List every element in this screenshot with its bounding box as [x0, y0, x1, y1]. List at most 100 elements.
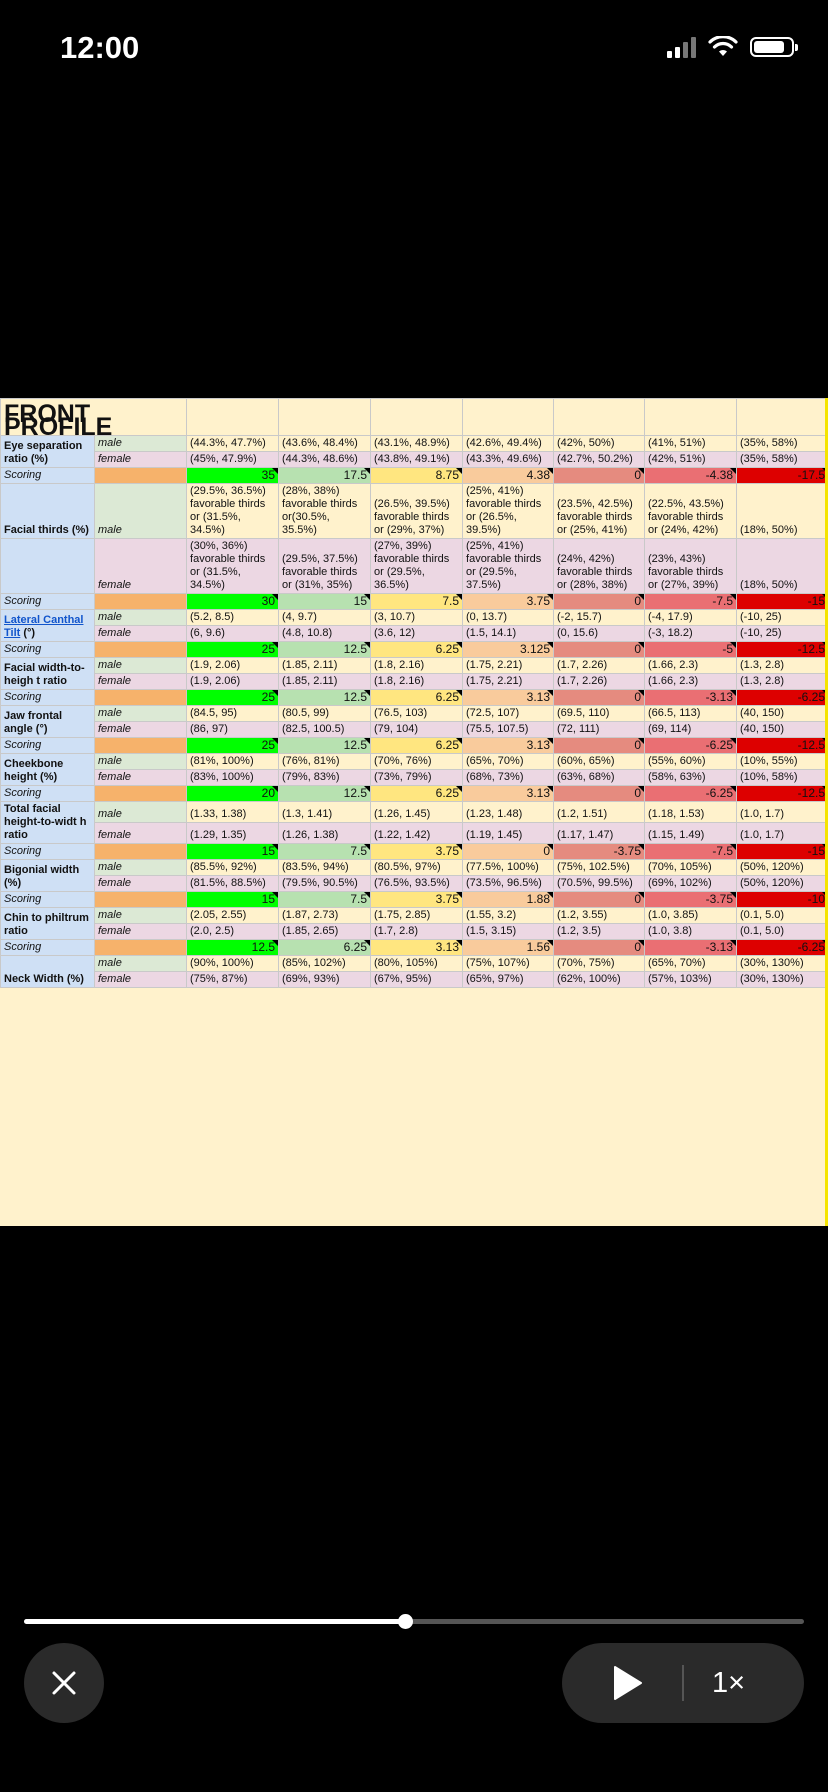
score-cell[interactable]: -5	[644, 641, 738, 658]
score-cell[interactable]: 3.75	[370, 843, 464, 860]
score-cell[interactable]: -3.13	[644, 939, 738, 956]
sex-cell[interactable]: male	[93, 609, 188, 626]
score-cell[interactable]: 7.5	[278, 891, 372, 908]
range-cell[interactable]: (84.5, 95)	[186, 705, 280, 722]
range-cell[interactable]: (2.0, 2.5)	[186, 923, 280, 940]
range-cell[interactable]: (35%, 58%)	[736, 435, 828, 452]
score-cell[interactable]: -6.25	[644, 737, 738, 754]
range-cell[interactable]: (35%, 58%)	[736, 451, 828, 468]
range-cell[interactable]: (1.26, 1.38)	[278, 822, 372, 844]
range-cell[interactable]: (-10, 25)	[736, 625, 828, 642]
range-cell[interactable]: (1.18, 1.53)	[644, 801, 738, 823]
score-cell[interactable]: 30	[186, 593, 280, 610]
score-cell[interactable]: 0	[553, 641, 646, 658]
range-cell[interactable]: (77.5%, 100%)	[462, 859, 555, 876]
range-cell[interactable]: (1.0, 3.85)	[644, 907, 738, 924]
range-cell[interactable]: (68%, 73%)	[462, 769, 555, 786]
scoring-spacer-cell[interactable]	[93, 467, 188, 484]
range-cell[interactable]: (1.9, 2.06)	[186, 673, 280, 690]
range-cell[interactable]: (1.3, 2.8)	[736, 673, 828, 690]
sex-cell[interactable]: male	[93, 801, 188, 823]
scoring-label[interactable]: Scoring	[0, 467, 95, 484]
range-cell[interactable]: (81%, 100%)	[186, 753, 280, 770]
score-cell[interactable]: 25	[186, 641, 280, 658]
range-cell[interactable]: (25%, 41%) favorable thirds or (29.5%, 3…	[462, 538, 555, 594]
range-cell[interactable]: (62%, 100%)	[553, 971, 646, 988]
range-cell[interactable]: (83.5%, 94%)	[278, 859, 372, 876]
range-cell[interactable]: (1.75, 2.21)	[462, 657, 555, 674]
score-cell[interactable]: 6.25	[370, 689, 464, 706]
range-cell[interactable]: (1.66, 2.3)	[644, 673, 738, 690]
scoring-spacer-cell[interactable]	[93, 939, 188, 956]
scoring-spacer-cell[interactable]	[93, 689, 188, 706]
score-cell[interactable]: 3.13	[462, 689, 555, 706]
range-cell[interactable]: (-3, 18.2)	[644, 625, 738, 642]
range-cell[interactable]: (1.85, 2.11)	[278, 657, 372, 674]
score-cell[interactable]: 0	[553, 891, 646, 908]
range-cell[interactable]: (43.8%, 49.1%)	[370, 451, 464, 468]
range-cell[interactable]: (70%, 105%)	[644, 859, 738, 876]
scoring-label[interactable]: Scoring	[0, 593, 95, 610]
score-cell[interactable]: 0	[553, 593, 646, 610]
scoring-spacer-cell[interactable]	[93, 737, 188, 754]
range-cell[interactable]: (44.3%, 47.7%)	[186, 435, 280, 452]
range-cell[interactable]: (23%, 43%) favorable thirds or (27%, 39%…	[644, 538, 738, 594]
score-cell[interactable]: 3.13	[370, 939, 464, 956]
range-cell[interactable]: (76.5%, 93.5%)	[370, 875, 464, 892]
score-cell[interactable]: 6.25	[370, 737, 464, 754]
score-cell[interactable]: 3.75	[462, 593, 555, 610]
range-cell[interactable]: (42.7%, 50.2%)	[553, 451, 646, 468]
score-cell[interactable]: -6.25	[736, 939, 828, 956]
range-cell[interactable]: (76%, 81%)	[278, 753, 372, 770]
range-cell[interactable]: (1.33, 1.38)	[186, 801, 280, 823]
range-cell[interactable]: (30%, 130%)	[736, 971, 828, 988]
range-cell[interactable]: (70%, 75%)	[553, 955, 646, 972]
range-cell[interactable]: (85%, 102%)	[278, 955, 372, 972]
range-cell[interactable]: (76.5, 103)	[370, 705, 464, 722]
scoring-label[interactable]: Scoring	[0, 689, 95, 706]
score-cell[interactable]: 0	[553, 467, 646, 484]
range-cell[interactable]: (43.3%, 49.6%)	[462, 451, 555, 468]
range-cell[interactable]: (55%, 60%)	[644, 753, 738, 770]
video-progress-bar[interactable]	[24, 1614, 804, 1629]
range-cell[interactable]: (18%, 50%)	[736, 483, 828, 539]
score-cell[interactable]: 1.88	[462, 891, 555, 908]
range-cell[interactable]: (6, 9.6)	[186, 625, 280, 642]
range-cell[interactable]: (1.22, 1.42)	[370, 822, 464, 844]
score-cell[interactable]: 0	[553, 939, 646, 956]
range-cell[interactable]: (1.26, 1.45)	[370, 801, 464, 823]
score-cell[interactable]: 17.5	[278, 467, 372, 484]
range-cell[interactable]: (42%, 50%)	[553, 435, 646, 452]
range-cell[interactable]: (70.5%, 99.5%)	[553, 875, 646, 892]
range-cell[interactable]: (72, 111)	[553, 721, 646, 738]
range-cell[interactable]: (45%, 47.9%)	[186, 451, 280, 468]
range-cell[interactable]: (1.0, 1.7)	[736, 801, 828, 823]
range-cell[interactable]: (73.5%, 96.5%)	[462, 875, 555, 892]
score-cell[interactable]: -3.75	[553, 843, 646, 860]
sex-cell[interactable]: female	[93, 822, 188, 844]
range-cell[interactable]: (79.5%, 90.5%)	[278, 875, 372, 892]
range-cell[interactable]: (1.19, 1.45)	[462, 822, 555, 844]
range-cell[interactable]: (86, 97)	[186, 721, 280, 738]
range-cell[interactable]: (80.5, 99)	[278, 705, 372, 722]
sex-cell[interactable]: female	[93, 923, 188, 940]
score-cell[interactable]: 0	[553, 737, 646, 754]
scoring-label[interactable]: Scoring	[0, 891, 95, 908]
play-icon[interactable]	[606, 1663, 646, 1703]
range-cell[interactable]: (18%, 50%)	[736, 538, 828, 594]
score-cell[interactable]: 3.13	[462, 737, 555, 754]
metric-label[interactable]: Lateral Canthal Tilt (°)	[0, 609, 95, 642]
range-cell[interactable]: (24%, 42%) favorable thirds or (28%, 38%…	[553, 538, 646, 594]
range-cell[interactable]: (1.87, 2.73)	[278, 907, 372, 924]
range-cell[interactable]: (85.5%, 92%)	[186, 859, 280, 876]
range-cell[interactable]: (1.5, 3.15)	[462, 923, 555, 940]
range-cell[interactable]: (81.5%, 88.5%)	[186, 875, 280, 892]
sex-cell[interactable]: male	[93, 435, 188, 452]
score-cell[interactable]: -7.5	[644, 843, 738, 860]
scoring-spacer-cell[interactable]	[93, 891, 188, 908]
sex-cell[interactable]: male	[93, 657, 188, 674]
range-cell[interactable]: (65%, 70%)	[644, 955, 738, 972]
score-cell[interactable]: -12.5	[736, 785, 828, 802]
score-cell[interactable]: 12.5	[278, 689, 372, 706]
scoring-spacer-cell[interactable]	[93, 785, 188, 802]
